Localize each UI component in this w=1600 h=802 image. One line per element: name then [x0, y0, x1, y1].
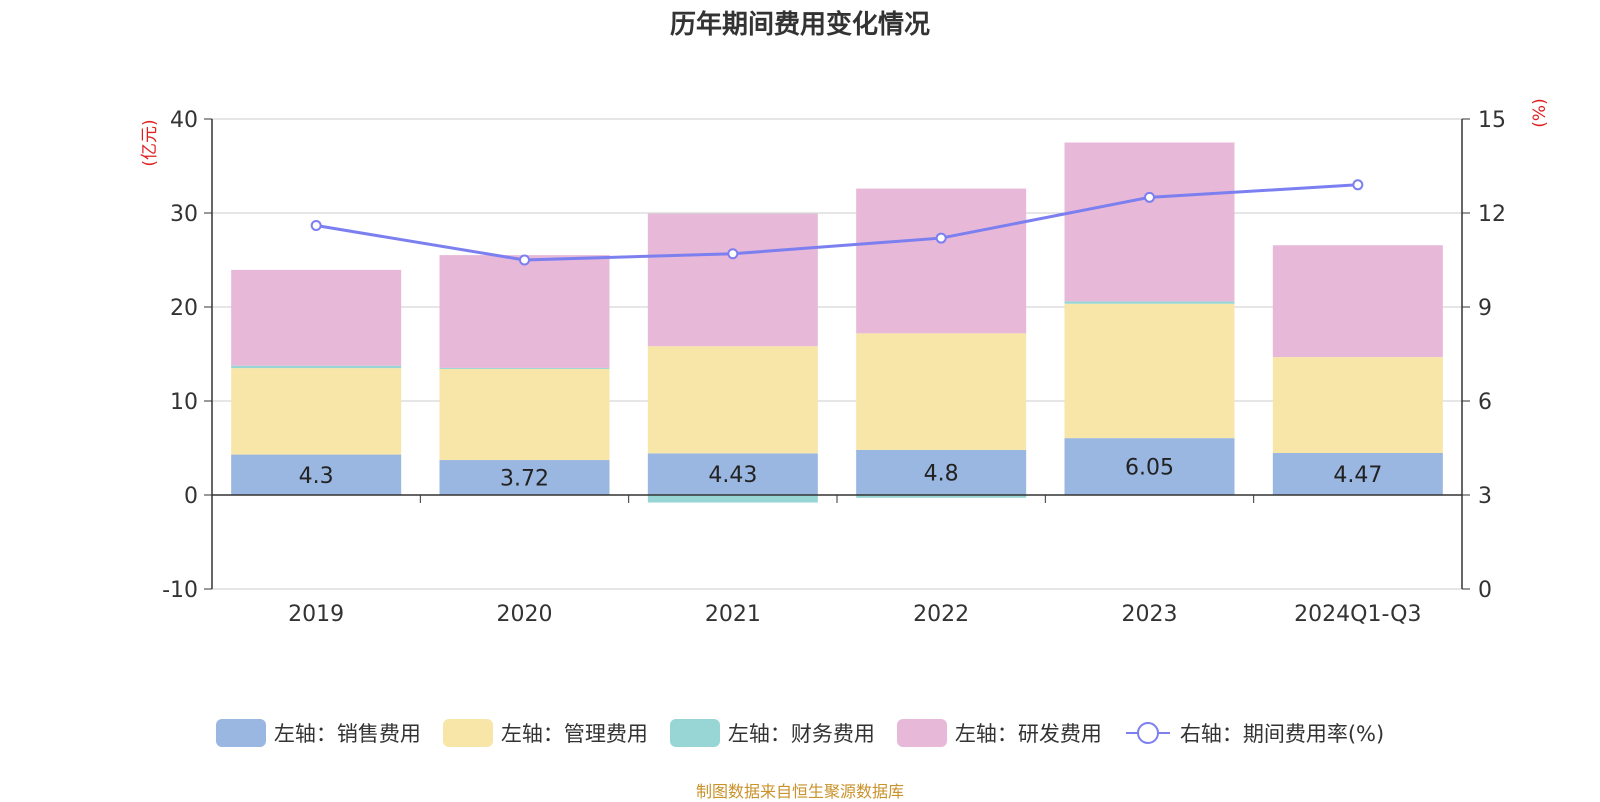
bar-finance-2021[interactable]: [647, 495, 818, 503]
data-label: 4.47: [1333, 463, 1382, 488]
left-axis-unit: (亿元): [140, 119, 160, 166]
bar-sales-2021[interactable]: [647, 453, 818, 495]
left-axis-tick-label: 30: [170, 202, 198, 227]
bar-sales-2023[interactable]: [1064, 438, 1235, 495]
legend-item-rnd[interactable]: 左轴：研发费用: [896, 718, 1102, 748]
expense-rate-point[interactable]: [1352, 179, 1364, 191]
bar-rnd-2020[interactable]: [439, 255, 610, 368]
legend-item-finance[interactable]: 左轴：财务费用: [669, 718, 875, 748]
data-label: 4.8: [924, 461, 959, 486]
expense-rate-point[interactable]: [935, 232, 947, 244]
right-axis-tick-label: 6: [1478, 390, 1492, 415]
legend-item-admin[interactable]: 左轴：管理费用: [442, 718, 648, 748]
x-axis-tick-label: 2019: [288, 602, 344, 627]
data-label: 4.3: [299, 464, 334, 489]
right-axis-tick-label: 15: [1478, 108, 1506, 133]
left-axis-tick-label: 40: [170, 108, 198, 133]
data-label: 4.43: [708, 463, 757, 488]
x-axis-tick-label: 2024Q1-Q3: [1294, 602, 1421, 627]
expense-rate-point[interactable]: [727, 248, 739, 260]
legend-label-finance: 左轴：财务费用: [727, 722, 875, 746]
x-axis-tick-label: 2023: [1122, 602, 1178, 627]
expense-rate-point[interactable]: [519, 254, 530, 266]
bar-rnd-2022[interactable]: [856, 188, 1027, 334]
data-label: 6.05: [1125, 456, 1174, 481]
legend-swatch-finance: [669, 719, 720, 747]
bar-sales-2019[interactable]: [231, 454, 402, 495]
bar-rnd-2021[interactable]: [647, 213, 818, 347]
bar-admin-2022[interactable]: [856, 333, 1027, 450]
bar-rnd-2019[interactable]: [231, 269, 402, 366]
bar-finance-2022[interactable]: [856, 495, 1027, 498]
legend-label-admin: 左轴：管理费用: [500, 722, 648, 746]
bar-finance-2019[interactable]: [231, 365, 402, 369]
x-axis-tick-label: 2022: [913, 602, 969, 627]
right-axis-tick-label: 3: [1478, 484, 1492, 509]
legend-label-rnd: 左轴：研发费用: [954, 722, 1102, 746]
x-axis-tick-label: 2021: [705, 602, 761, 627]
line-marker-icon: [1125, 722, 1170, 744]
right-axis-unit: (%): [1530, 98, 1550, 127]
data-label: 3.72: [500, 467, 549, 492]
bar-finance-2020[interactable]: [439, 367, 610, 369]
source-note: 制图数据来自恒生聚源数据库: [695, 782, 904, 801]
left-axis-tick-label: 10: [170, 390, 198, 415]
bar-sales-2024q1-q3[interactable]: [1272, 452, 1443, 495]
legend-swatch-sales: [215, 719, 266, 747]
legend-swatch-rnd: [896, 719, 947, 747]
left-axis-tick-label: 20: [170, 296, 198, 321]
left-axis-tick-label: 0: [184, 484, 198, 509]
legend-swatch-admin: [442, 719, 493, 747]
bar-sales-2020[interactable]: [439, 460, 610, 495]
bar-admin-2019[interactable]: [231, 368, 402, 455]
legend-label-expense-rate: 右轴：期间费用率(%): [1179, 722, 1385, 746]
right-axis-tick-label: 9: [1478, 296, 1492, 321]
expense-rate-point[interactable]: [1144, 191, 1155, 203]
right-axis-tick-label: 12: [1478, 202, 1506, 227]
bar-finance-2023[interactable]: [1064, 301, 1235, 304]
bar-sales-2022[interactable]: [856, 449, 1027, 495]
bar-admin-2023[interactable]: [1064, 303, 1235, 439]
bar-admin-2020[interactable]: [439, 368, 610, 461]
left-axis-tick-label: -10: [162, 578, 198, 603]
legend-item-expense-rate[interactable]: 右轴：期间费用率(%): [1124, 718, 1384, 748]
chart-legend: 左轴：销售费用 左轴：管理费用 左轴：财务费用 左轴：研发费用 右轴：期间费用率…: [0, 718, 1600, 748]
legend-label-sales: 左轴：销售费用: [273, 722, 421, 746]
chart-title: 历年期间费用变化情况: [669, 10, 930, 40]
bar-admin-2024q1-q3[interactable]: [1272, 357, 1443, 453]
legend-item-sales[interactable]: 左轴：销售费用: [215, 718, 421, 748]
expense-rate-point[interactable]: [310, 220, 322, 232]
bar-admin-2021[interactable]: [647, 346, 818, 454]
x-axis-tick-label: 2020: [497, 602, 553, 627]
right-axis-tick-label: 0: [1478, 578, 1492, 603]
bar-rnd-2023[interactable]: [1064, 142, 1235, 302]
expense-rate-line: [315, 183, 1358, 262]
bar-rnd-2024q1-q3[interactable]: [1272, 245, 1443, 358]
